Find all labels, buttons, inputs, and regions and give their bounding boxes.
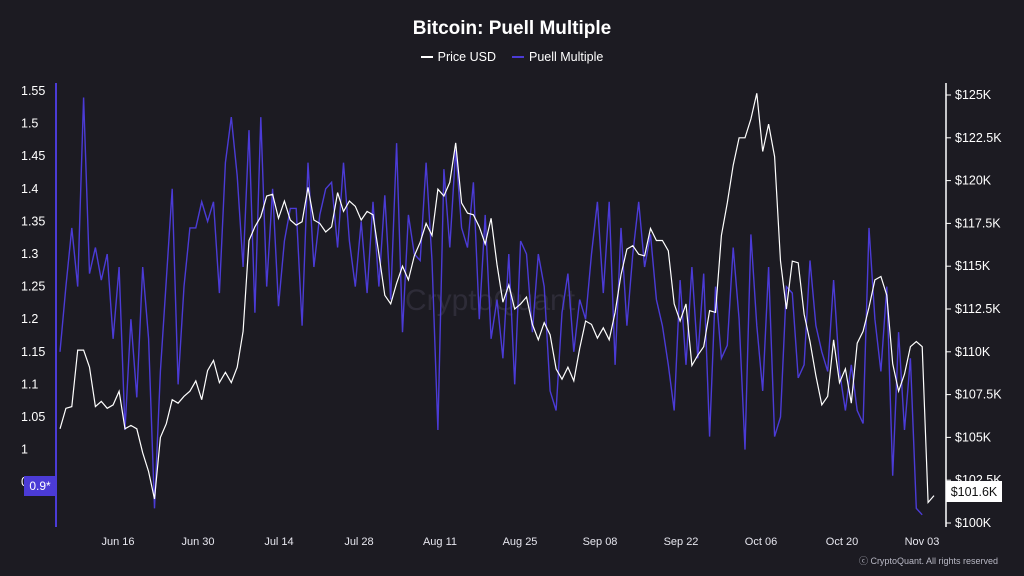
x-tick-label: Sep 22 [664, 536, 699, 548]
right-tick-label: $120K [955, 174, 992, 188]
right-tick-label: $122.5K [955, 131, 1002, 145]
right-tick-label: $125K [955, 88, 992, 102]
legend-label-price: Price USD [437, 50, 496, 64]
chart-legend: Price USD Puell Multiple [0, 50, 1024, 64]
legend-swatch-price [420, 56, 433, 58]
series-line-price-usd [59, 93, 935, 505]
left-tick-label: 1 [21, 443, 28, 457]
x-tick-label: Jun 16 [101, 536, 134, 548]
current-price-badge: $101.6K [946, 481, 1002, 502]
current-puell-badge: 0.9* [24, 476, 56, 496]
x-tick-label: Aug 25 [503, 536, 538, 548]
x-tick-label: Oct 06 [745, 536, 777, 548]
right-axis-ticks: $125K $122.5K $120K $117.5K $115K $112.5K $110… [946, 88, 1002, 530]
right-tick-label: $112.5K [955, 302, 1001, 316]
x-tick-label: Nov 03 [905, 536, 940, 548]
copyright-footer: ⓒ CryptoQuant. All rights reserved [858, 556, 998, 566]
current-price-value: $101.6K [951, 485, 998, 499]
x-tick-label: Oct 20 [826, 536, 858, 548]
left-tick-label: 1.15 [21, 345, 45, 359]
x-axis-ticks: Jun 16 Jun 30 Jul 14 Jul 28 Aug 11 Aug 25 Sep … [101, 536, 939, 548]
x-tick-label: Jul 14 [264, 536, 293, 548]
x-tick-label: Aug 11 [423, 536, 457, 548]
legend-item-puell[interactable]: Puell Multiple [512, 50, 603, 64]
right-tick-label: $100K [955, 516, 992, 530]
right-tick-label: $115K [955, 259, 991, 273]
left-tick-label: 1.3 [21, 247, 38, 261]
x-tick-label: Jul 28 [344, 536, 373, 548]
right-tick-label: $117.5K [955, 216, 1001, 230]
legend-swatch-puell [512, 56, 524, 58]
left-axis-ticks: 1.55 1.5 1.45 1.4 1.35 1.3 1.25 1.2 1.15 1.1 1.05 1… [21, 84, 45, 489]
chart-title: Bitcoin: Puell Multiple [412, 18, 612, 39]
left-tick-label: 1.2 [21, 312, 38, 326]
right-tick-label: $110K [955, 345, 991, 359]
left-tick-label: 1.05 [21, 410, 45, 424]
legend-item-price[interactable]: Price USD [420, 50, 496, 64]
left-tick-label: 1.55 [21, 84, 45, 98]
right-tick-label: $107.5K [955, 388, 1002, 402]
left-tick-label: 1.45 [21, 149, 45, 163]
left-tick-label: 1.4 [21, 182, 38, 196]
right-tick-label: $105K [955, 430, 992, 444]
left-tick-label: 1.5 [21, 117, 38, 131]
current-puell-value: 0.9* [29, 479, 51, 493]
left-tick-label: 1.1 [21, 377, 38, 391]
left-tick-label: 1.25 [21, 280, 45, 294]
legend-label-puell: Puell Multiple [529, 50, 604, 64]
x-tick-label: Jun 30 [181, 536, 214, 548]
x-tick-label: Sep 08 [583, 536, 618, 548]
left-tick-label: 1.35 [21, 214, 45, 228]
series-line-puell-multiple [59, 97, 923, 516]
